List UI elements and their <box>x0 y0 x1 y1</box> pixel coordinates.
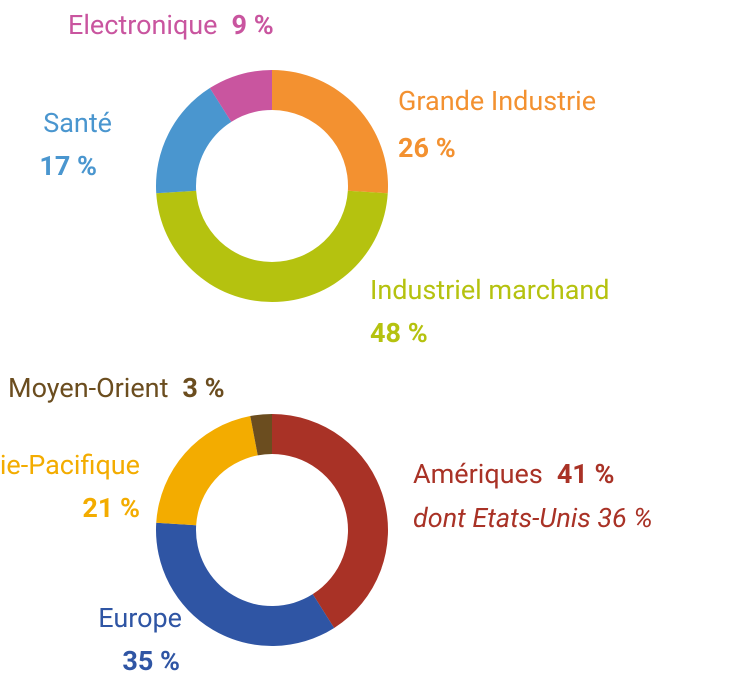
donut-slice <box>156 522 335 646</box>
donut-slice <box>156 88 232 194</box>
category-name: Electronique <box>68 9 218 41</box>
category-name: Industriel marchand <box>370 274 610 306</box>
category-name: Europe <box>98 602 182 634</box>
donut-slice <box>272 414 388 628</box>
slice-label: Electronique 9 % <box>68 9 274 41</box>
value-label: 17 % <box>39 150 97 182</box>
category-name: Grande Industrie <box>398 85 596 117</box>
value-label: 48 % <box>370 317 428 349</box>
donut-slice <box>209 70 272 122</box>
donut-slice <box>272 70 388 194</box>
value-label: 3 % <box>182 372 224 404</box>
slice-label: Moyen-Orient 3 % <box>8 372 225 404</box>
donut-slice <box>250 414 272 456</box>
category-name: Asie-Pacifique <box>0 449 140 481</box>
value-label: 21 % <box>82 492 140 524</box>
value-label: 41 % <box>557 458 615 490</box>
donut-slice <box>156 190 388 302</box>
category-name: Amériques <box>413 458 543 490</box>
category-name: Moyen-Orient <box>8 372 168 404</box>
value-label: 9 % <box>232 9 274 41</box>
value-label: 35 % <box>122 645 180 677</box>
value-label: 26 % <box>398 132 456 164</box>
slice-label: Amériques 41 % <box>413 458 614 490</box>
category-name: Santé <box>43 107 112 139</box>
annotation: dont Etats-Unis 36 % <box>413 502 653 534</box>
donut-slice <box>156 416 258 526</box>
